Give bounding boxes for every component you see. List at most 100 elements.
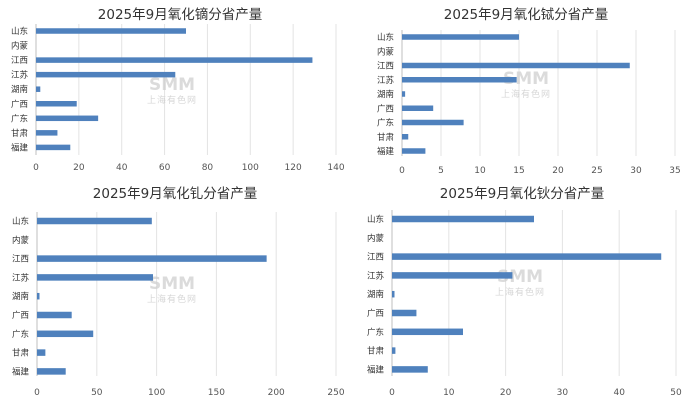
x-tick-labels: 0 20 40 60 80 100 120 140 (33, 163, 345, 173)
x-tick-label: 120 (285, 163, 302, 173)
bar (392, 272, 513, 279)
category-label: 甘肃 (11, 128, 29, 139)
chart-dysprosium: 2025年9月氧化镝分省产量 SMM 上海有色网 山东内蒙江西江苏湖南广西广东甘… (11, 6, 345, 173)
bars (392, 215, 662, 373)
category-label: 甘肃 (12, 348, 30, 359)
x-tick-label: 50 (670, 388, 682, 398)
x-tick-label: 5 (438, 166, 444, 176)
x-tick-label: 40 (116, 163, 128, 173)
bars (37, 217, 267, 375)
bar (402, 34, 519, 40)
bar (402, 148, 426, 154)
x-tick-label: 150 (208, 388, 225, 398)
x-tick-label: 80 (202, 163, 214, 173)
category-label: 广西 (12, 310, 29, 321)
bar (392, 253, 662, 260)
category-label: 广西 (367, 308, 384, 319)
category-label: 广西 (11, 99, 28, 110)
x-tick-labels: 0 10 20 30 40 50 (389, 388, 682, 398)
watermark-text: 上海有色网 (147, 94, 197, 106)
chart-title: 2025年9月氧化钬分省产量 (440, 186, 604, 202)
watermark-logo: SMM (149, 75, 195, 95)
x-tick-label: 0 (399, 166, 405, 176)
watermark-text: 上海有色网 (495, 286, 545, 298)
bar (392, 290, 395, 298)
bar (402, 91, 406, 97)
chart-gadolinium: 2025年9月氧化钆分省产量 SMM 上海有色网 山东内蒙江西江苏湖南广西广东甘… (12, 186, 345, 398)
bar (37, 349, 46, 356)
category-label: 广西 (377, 103, 394, 114)
category-label: 广东 (377, 118, 394, 129)
bar (36, 71, 176, 78)
category-label: 山东 (11, 26, 28, 37)
category-label: 江苏 (12, 272, 30, 283)
x-tick-label: 50 (91, 388, 103, 398)
bar (37, 274, 154, 281)
category-label: 湖南 (11, 84, 28, 95)
bar (402, 119, 464, 126)
x-tick-label: 20 (552, 166, 564, 176)
bar (37, 255, 267, 262)
x-tick-labels: 0 50 100 150 200 250 (34, 388, 345, 398)
bar (392, 328, 463, 336)
x-tick-label: 200 (268, 388, 285, 398)
watermark-logo: SMM (503, 69, 549, 89)
bar (392, 347, 396, 354)
category-label: 江西 (11, 56, 28, 66)
watermark-logo: SMM (497, 267, 543, 287)
bar (37, 330, 94, 338)
x-tick-label: 15 (513, 166, 524, 176)
bar (37, 311, 72, 319)
chart-terbium: 2025年9月氧化铽分省产量 SMM 上海有色网 山东内蒙江西江苏湖南广西广东甘… (377, 7, 681, 176)
category-label: 福建 (367, 364, 385, 375)
x-tick-label: 20 (73, 163, 85, 173)
chart-title: 2025年9月氧化铽分省产量 (444, 7, 608, 23)
bar (36, 57, 313, 63)
bar (36, 130, 58, 136)
category-label: 福建 (11, 142, 29, 153)
bar (402, 105, 434, 111)
x-tick-labels: 0 5 10 15 20 25 30 35 (399, 166, 681, 176)
category-label: 甘肃 (377, 132, 395, 143)
x-tick-label: 0 (33, 163, 39, 173)
category-label: 福建 (377, 146, 395, 157)
bar (36, 86, 41, 92)
bar (36, 144, 71, 151)
x-tick-label: 60 (159, 163, 171, 173)
category-label: 江苏 (377, 75, 395, 86)
watermark: SMM 上海有色网 (147, 75, 197, 106)
chart-holmium: 2025年9月氧化钬分省产量 SMM 上海有色网 山东内蒙江西江苏湖南广西广东甘… (367, 186, 682, 398)
grid-lines (36, 212, 337, 376)
category-label: 山东 (12, 216, 29, 227)
bar (392, 366, 428, 373)
category-label: 江苏 (11, 70, 29, 81)
x-tick-label: 30 (630, 166, 642, 176)
bar (402, 77, 517, 83)
grid-lines (35, 24, 337, 155)
x-tick-label: 250 (327, 388, 344, 398)
bar (36, 28, 186, 34)
watermark-logo: SMM (149, 274, 195, 294)
x-tick-label: 140 (327, 163, 344, 173)
category-label: 江西 (367, 253, 384, 263)
bar (36, 115, 99, 122)
bar (37, 292, 40, 300)
category-label: 内蒙 (12, 235, 30, 246)
x-tick-label: 10 (474, 166, 486, 176)
watermark-text: 上海有色网 (147, 293, 197, 305)
x-tick-label: 30 (557, 388, 569, 398)
chart-title: 2025年9月氧化钆分省产量 (93, 186, 257, 202)
chart-title: 2025年9月氧化镝分省产量 (98, 6, 262, 23)
bars (36, 28, 313, 151)
x-tick-label: 100 (148, 388, 165, 398)
category-label: 山东 (367, 214, 384, 225)
category-label: 山东 (377, 32, 394, 43)
category-label: 江西 (377, 62, 394, 72)
category-label: 湖南 (12, 291, 29, 302)
category-label: 湖南 (377, 89, 394, 100)
bar (402, 62, 630, 69)
category-label: 甘肃 (367, 346, 385, 357)
